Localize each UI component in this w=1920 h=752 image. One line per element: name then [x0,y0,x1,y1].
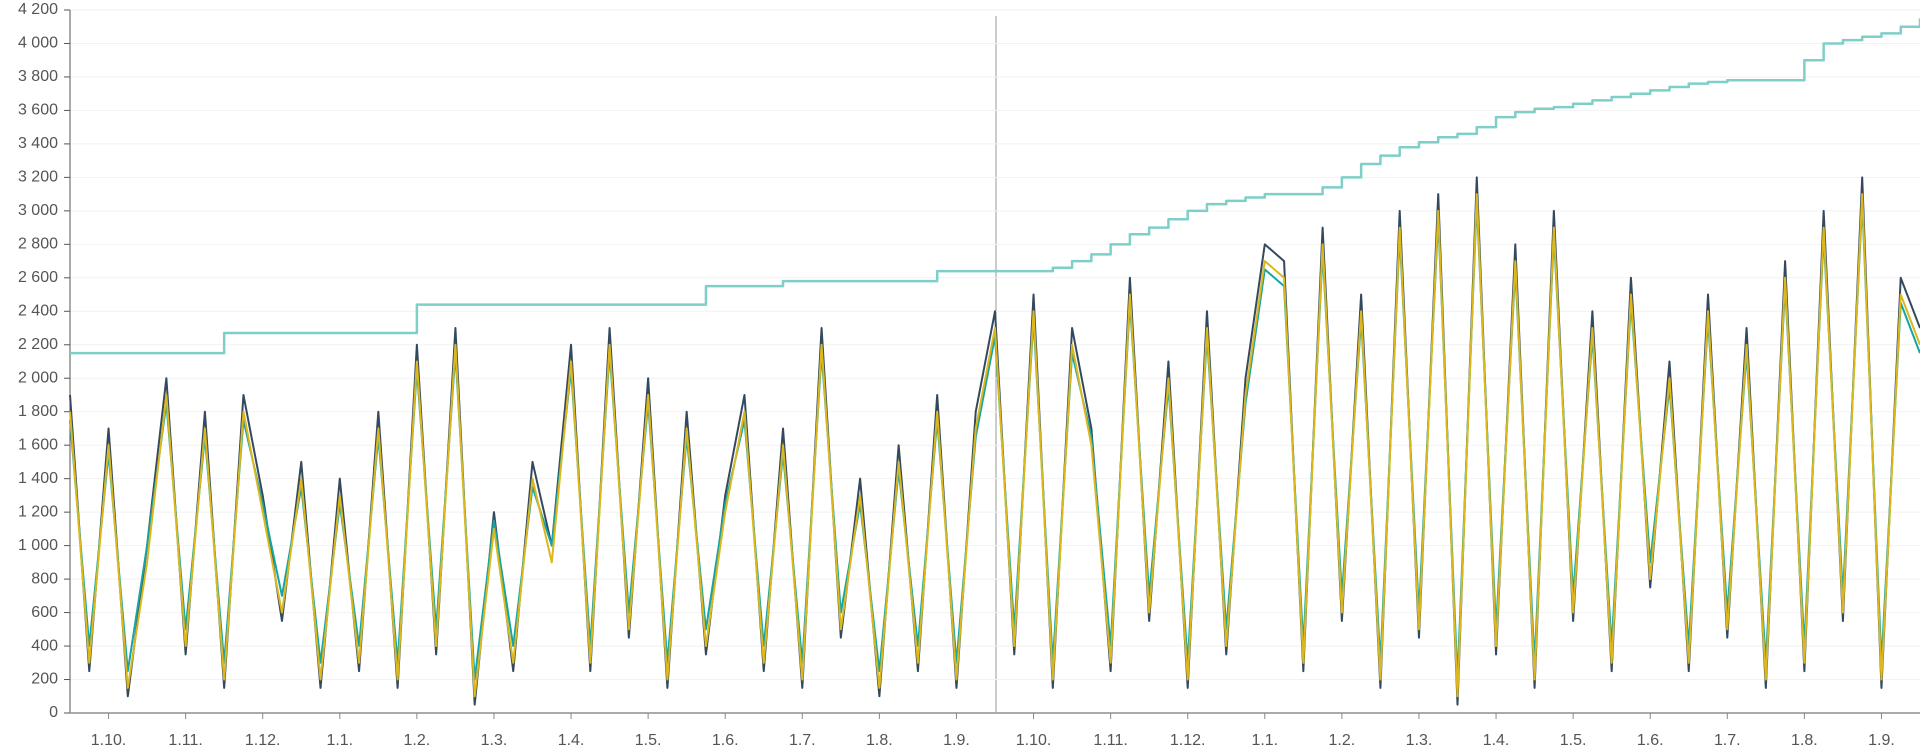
y-tick-label: 1 800 [18,403,58,420]
x-tick-label: 1.12. [1170,732,1206,749]
x-tick-label: 1.10. [91,732,127,749]
y-tick-label: 1 000 [18,537,58,554]
y-tick-label: 200 [31,671,58,688]
x-tick-label: 1.7. [1714,732,1741,749]
x-tick-label: 1.6. [712,732,739,749]
y-tick-label: 3 000 [18,202,58,219]
y-tick-label: 3 600 [18,102,58,119]
y-tick-label: 2 000 [18,369,58,386]
x-tick-label: 1.3. [1406,732,1433,749]
x-tick-label: 1.5. [635,732,662,749]
y-tick-label: 600 [31,604,58,621]
y-tick-label: 2 800 [18,236,58,253]
y-tick-label: 1 200 [18,503,58,520]
x-tick-label: 1.4. [558,732,585,749]
y-tick-label: 2 400 [18,303,58,320]
x-tick-label: 1.2. [404,732,431,749]
y-tick-label: 3 800 [18,68,58,85]
x-tick-label: 1.11. [168,732,202,749]
x-tick-label: 1.8. [1791,732,1818,749]
y-tick-label: 800 [31,570,58,587]
x-tick-label: 1.4. [1483,732,1510,749]
x-tick-label: 1.1. [326,732,353,749]
x-tick-label: 1.8. [866,732,893,749]
step-line [70,18,1920,355]
x-tick-label: 1.12. [245,732,281,749]
y-tick-label: 1 400 [18,470,58,487]
x-tick-label: 1.11. [1093,732,1127,749]
y-tick-label: 4 200 [18,1,58,18]
y-tick-label: 2 600 [18,269,58,286]
y-tick-label: 400 [31,637,58,654]
x-tick-label: 1.9. [1868,732,1895,749]
y-tick-label: 0 [49,704,58,721]
x-tick-label: 1.2. [1329,732,1356,749]
x-tick-label: 1.3. [481,732,508,749]
series-line [69,176,1920,706]
x-tick-label: 1.7. [789,732,816,749]
y-tick-label: 2 200 [18,336,58,353]
series-line [69,193,1920,698]
x-tick-label: 1.10. [1016,732,1052,749]
x-tick-label: 1.1. [1251,732,1278,749]
x-tick-label: 1.6. [1637,732,1664,749]
y-tick-label: 1 600 [18,436,58,453]
x-tick-label: 1.5. [1560,732,1587,749]
x-tick-label: 1.9. [943,732,970,749]
series-line [69,201,1920,681]
y-tick-label: 3 200 [18,169,58,186]
y-tick-label: 3 400 [18,135,58,152]
y-tick-label: 4 000 [18,35,58,52]
